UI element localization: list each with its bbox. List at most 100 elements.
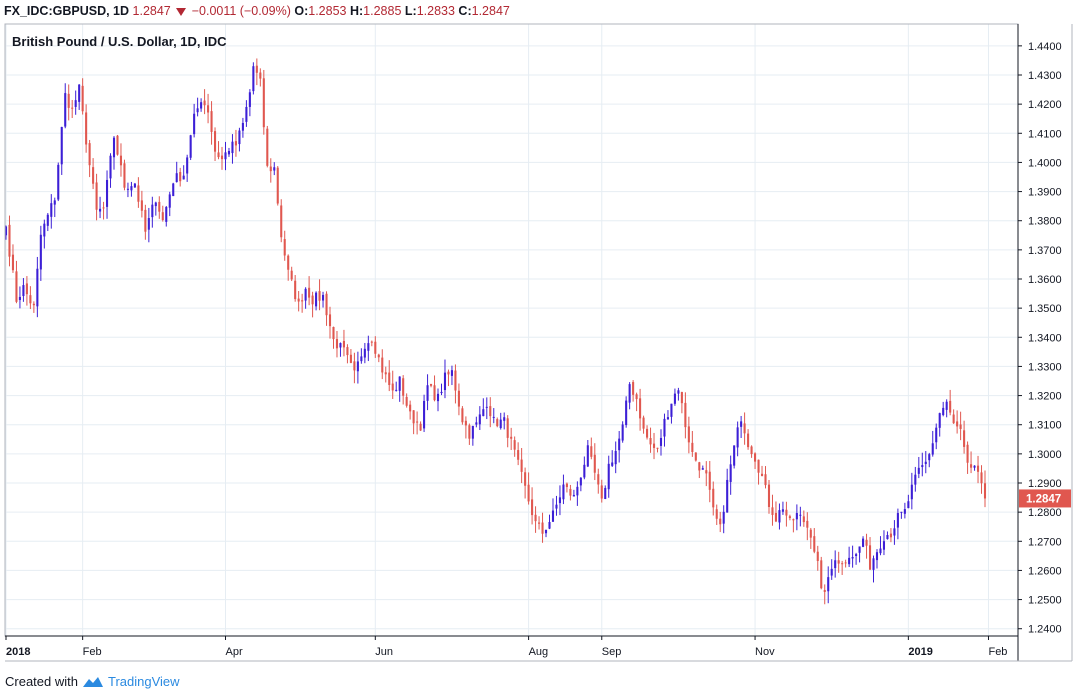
candle-body — [635, 394, 638, 400]
candle-body — [304, 288, 307, 301]
candle-body — [409, 404, 412, 412]
candle-body — [740, 421, 743, 427]
candle-body — [938, 413, 941, 428]
candle-body — [374, 341, 377, 354]
candle-body — [492, 416, 495, 418]
y-tick-label: 1.3600 — [1028, 274, 1062, 286]
candle-body — [659, 437, 663, 446]
candle-body — [126, 188, 129, 190]
candle-body — [510, 436, 513, 439]
candle-body — [109, 155, 112, 179]
candle-body — [865, 539, 868, 546]
candle-body — [729, 464, 732, 482]
tradingview-logo-icon[interactable] — [82, 675, 104, 689]
candle-body — [733, 445, 736, 466]
candle-body — [893, 528, 896, 536]
candle-body — [395, 389, 398, 391]
candle-body — [924, 461, 927, 465]
candle-body — [342, 340, 345, 348]
candle-body — [590, 446, 593, 457]
y-tick-label: 1.3800 — [1028, 216, 1062, 228]
candle-body — [398, 376, 401, 391]
y-tick-label: 1.4000 — [1028, 157, 1062, 169]
candle-body — [656, 447, 659, 449]
candle-body — [468, 425, 471, 439]
candle-body — [151, 204, 154, 218]
candle-body — [527, 484, 530, 502]
candle-body — [572, 494, 575, 497]
candle-body — [855, 554, 858, 556]
candle-body — [311, 295, 314, 305]
candle-body — [726, 479, 729, 513]
candle-body — [680, 392, 683, 404]
price-chart[interactable]: 1.2400 1.2500 1.2600 1.2700 1.2800 1.2900 1.30… — [0, 0, 1077, 672]
candle-body — [478, 414, 481, 425]
candle-body — [524, 472, 527, 486]
candle-body — [335, 339, 339, 349]
candle-body — [900, 511, 903, 513]
candle-body — [858, 546, 861, 553]
candle-body — [440, 391, 443, 394]
candle-body — [848, 557, 851, 565]
candle-body — [123, 163, 126, 188]
candle-body — [489, 406, 492, 417]
candle-body — [46, 214, 49, 226]
candle-body — [750, 446, 753, 455]
candle-body — [886, 535, 889, 540]
candle-body — [646, 428, 649, 438]
candle-body — [928, 454, 931, 461]
candle-body — [652, 443, 656, 448]
candle-body — [349, 354, 352, 363]
candle-body — [60, 126, 63, 165]
candle-body — [844, 562, 847, 564]
candle-body — [562, 484, 565, 500]
candle-body — [774, 512, 778, 522]
candle-body — [22, 285, 25, 297]
candle-body — [520, 459, 523, 472]
last-price-label: 1.2847 — [1019, 489, 1071, 508]
symbol-name[interactable]: FX_IDC:GBPUSD, 1D — [4, 4, 130, 18]
candle-body — [224, 152, 227, 160]
candle-body — [116, 135, 119, 155]
y-tick-label: 1.4300 — [1028, 70, 1062, 82]
candle-body — [133, 183, 136, 188]
high-value: 1.2885 — [363, 4, 402, 18]
candle-body — [436, 393, 440, 402]
candle-body — [353, 361, 356, 371]
candle-body — [144, 209, 147, 232]
open-value: 1.2853 — [308, 4, 347, 18]
x-tick-label: Nov — [755, 646, 775, 658]
candle-body — [25, 283, 28, 295]
price-change: −0.0011 (−0.09%) — [191, 4, 291, 18]
candle-body — [36, 268, 39, 307]
candle-body — [834, 560, 837, 569]
candle-body — [698, 462, 701, 471]
candle-body — [454, 370, 457, 391]
candle-body — [949, 400, 952, 413]
low-label: L: — [404, 4, 417, 18]
candle-body — [611, 462, 614, 466]
candle-body — [381, 357, 384, 373]
x-axis-ticks[interactable]: 2018 Feb Apr Jun Aug Sep Nov 2019 Feb — [5, 636, 1007, 658]
symbol-header: FX_IDC:GBPUSD, 1D 1.2847 −0.0011 (−0.09%… — [4, 2, 510, 20]
candle-body — [781, 509, 784, 512]
candle-body — [956, 421, 959, 427]
y-tick-label: 1.4200 — [1028, 99, 1062, 111]
candle-body — [882, 541, 886, 550]
candle-body — [778, 510, 781, 523]
candle-body — [593, 454, 596, 473]
candle-body — [670, 403, 673, 417]
y-tick-label: 1.3400 — [1028, 332, 1062, 344]
x-tick-label: Aug — [529, 646, 549, 658]
candle-body — [464, 420, 467, 426]
candle-body — [959, 424, 962, 429]
candle-body — [18, 296, 21, 301]
candle-body — [917, 467, 920, 474]
y-tick-label: 1.3100 — [1028, 420, 1062, 432]
tradingview-link[interactable]: TradingView — [107, 674, 180, 689]
candle-body — [15, 271, 18, 302]
last-price-badge — [1019, 489, 1071, 508]
candle-body — [220, 155, 224, 160]
candle-body — [935, 427, 938, 443]
candle-body — [799, 514, 802, 516]
